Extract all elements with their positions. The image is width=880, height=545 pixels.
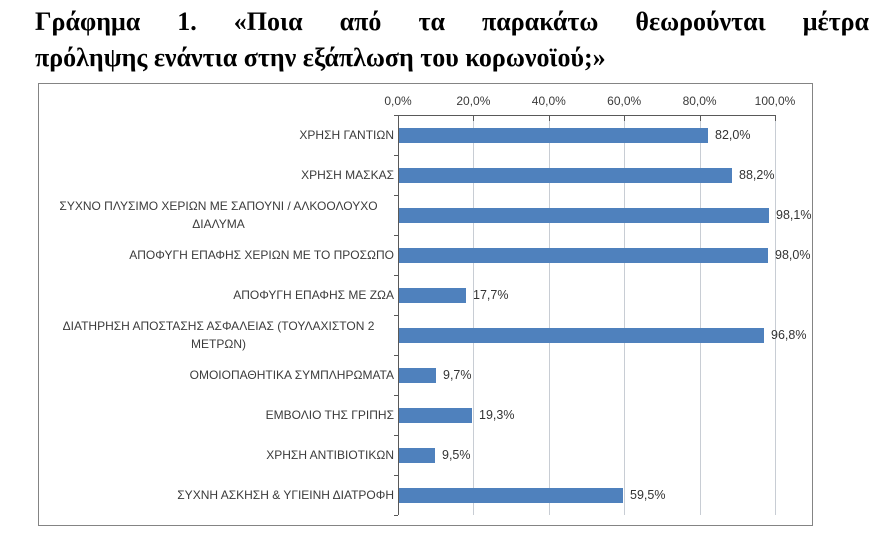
x-axis-tick — [473, 116, 474, 121]
value-label: 96,8% — [771, 328, 807, 342]
x-axis-tick-label: 40,0% — [531, 94, 566, 108]
category-label-text: ΑΠΟΦΥΓΗ ΕΠΑΦΗΣ ΧΕΡΙΩΝ ΜΕ ΤΟ ΠΡΟΣΩΠΟ — [129, 248, 394, 262]
bar — [399, 128, 708, 143]
category-axis-tick — [394, 435, 398, 436]
value-label: 19,3% — [479, 408, 515, 422]
category-label-text: ΧΡΗΣΗ ΜΑΣΚΑΣ — [301, 168, 394, 182]
chart-title-line-2: πρόληψης ενάντια στην εξάπλωση του κορων… — [35, 43, 606, 72]
value-label: 17,7% — [473, 288, 509, 302]
x-axis-line — [398, 115, 776, 116]
category-label: ΣΥΧΝΗ ΑΣΚΗΣΗ & ΥΓΙΕΙΝΗ ΔΙΑΤΡΟΦΗ — [43, 475, 394, 515]
bar — [399, 448, 435, 463]
x-axis-tick — [549, 116, 550, 121]
value-label: 59,5% — [630, 488, 666, 502]
gridline — [624, 115, 625, 515]
bar-chart: 0,0% 20,0% 40,0% 60,0% 80,0% 100,0% ΧΡΗΣΗ ΓΑΝΤ… — [38, 83, 813, 526]
category-axis-tick — [394, 315, 398, 316]
category-label: ΧΡΗΣΗ ΑΝΤΙΒΙΟΤΙΚΩΝ — [43, 435, 394, 475]
category-axis-tick — [394, 355, 398, 356]
x-axis-tick-label: 20,0% — [456, 94, 491, 108]
category-label-text: ΑΠΟΦΥΓΗ ΕΠΑΦΗΣ ΜΕ ΖΩΑ — [233, 288, 394, 302]
category-label: ΑΠΟΦΥΓΗ ΕΠΑΦΗΣ ΧΕΡΙΩΝ ΜΕ ΤΟ ΠΡΟΣΩΠΟ — [43, 235, 394, 275]
category-label-text: ΕΜΒΟΛΙΟ ΤΗΣ ΓΡΙΠΗΣ — [265, 408, 394, 422]
value-label: 88,2% — [739, 168, 775, 182]
value-label: 98,1% — [776, 208, 812, 222]
bar — [399, 168, 732, 183]
bar — [399, 368, 436, 383]
gridline — [775, 115, 776, 515]
chart-title: Γράφημα 1. «Ποια από τα παρακάτω θεωρούν… — [35, 4, 869, 76]
x-axis-tick-label: 80,0% — [682, 94, 717, 108]
x-axis-tick — [775, 116, 776, 121]
x-axis-tick-label: 0,0% — [384, 94, 412, 108]
value-label: 9,5% — [442, 448, 471, 462]
category-label: ΔΙΑΤΗΡΗΣΗ ΑΠΟΣΤΑΣΗΣ ΑΣΦΑΛΕΙΑΣ (ΤΟΥΛΑΧΙΣΤ… — [43, 315, 394, 355]
category-label-text: ΧΡΗΣΗ ΓΑΝΤΙΩΝ — [299, 128, 394, 142]
bar — [399, 248, 768, 263]
bar — [399, 288, 466, 303]
category-axis-tick — [394, 395, 398, 396]
bar — [399, 328, 764, 343]
bar — [399, 208, 769, 223]
category-label-text: ΟΜΟΙΟΠΑΘΗΤΙΚΑ ΣΥΜΠΛΗΡΩΜΑΤΑ — [189, 368, 394, 382]
gridline — [549, 115, 550, 515]
category-label: ΑΠΟΦΥΓΗ ΕΠΑΦΗΣ ΜΕ ΖΩΑ — [43, 275, 394, 315]
chart-title-line-1: Γράφημα 1. «Ποια από τα παρακάτω θεωρούν… — [35, 7, 869, 36]
category-axis-tick — [394, 155, 398, 156]
category-axis-tick — [394, 515, 398, 516]
category-label-text: ΣΥΧΝΗ ΑΣΚΗΣΗ & ΥΓΙΕΙΝΗ ΔΙΑΤΡΟΦΗ — [177, 488, 394, 502]
value-label: 82,0% — [715, 128, 751, 142]
category-label: ΕΜΒΟΛΙΟ ΤΗΣ ΓΡΙΠΗΣ — [43, 395, 394, 435]
category-axis-tick — [394, 275, 398, 276]
category-axis-tick — [394, 235, 398, 236]
value-label: 98,0% — [775, 248, 811, 262]
category-label-text: ΧΡΗΣΗ ΑΝΤΙΒΙΟΤΙΚΩΝ — [266, 448, 394, 462]
category-label: ΟΜΟΙΟΠΑΘΗΤΙΚΑ ΣΥΜΠΛΗΡΩΜΑΤΑ — [43, 355, 394, 395]
x-axis-tick — [700, 116, 701, 121]
gridline — [700, 115, 701, 515]
x-axis-tick-label: 60,0% — [607, 94, 642, 108]
bar — [399, 408, 472, 423]
category-label: ΧΡΗΣΗ ΜΑΣΚΑΣ — [43, 155, 394, 195]
category-axis-tick — [394, 195, 398, 196]
x-axis-tick — [398, 116, 399, 121]
value-label: 9,7% — [443, 368, 472, 382]
category-axis-tick — [394, 475, 398, 476]
category-label: ΣΥΧΝΟ ΠΛΥΣΙΜΟ ΧΕΡΙΩΝ ΜΕ ΣΑΠΟΥΝΙ / ΑΛΚΟΟΛ… — [43, 195, 394, 235]
category-label: ΧΡΗΣΗ ΓΑΝΤΙΩΝ — [43, 115, 394, 155]
bar — [399, 488, 623, 503]
category-axis-tick — [394, 115, 398, 116]
category-label-text: ΣΥΧΝΟ ΠΛΥΣΙΜΟ ΧΕΡΙΩΝ ΜΕ ΣΑΠΟΥΝΙ / ΑΛΚΟΟΛ… — [59, 199, 378, 231]
category-label-text: ΔΙΑΤΗΡΗΣΗ ΑΠΟΣΤΑΣΗΣ ΑΣΦΑΛΕΙΑΣ (ΤΟΥΛΑΧΙΣΤ… — [62, 319, 375, 351]
x-axis-tick — [624, 116, 625, 121]
gridline — [473, 115, 474, 515]
category-axis-line — [398, 115, 399, 515]
x-axis-tick-label: 100,0% — [754, 94, 796, 108]
